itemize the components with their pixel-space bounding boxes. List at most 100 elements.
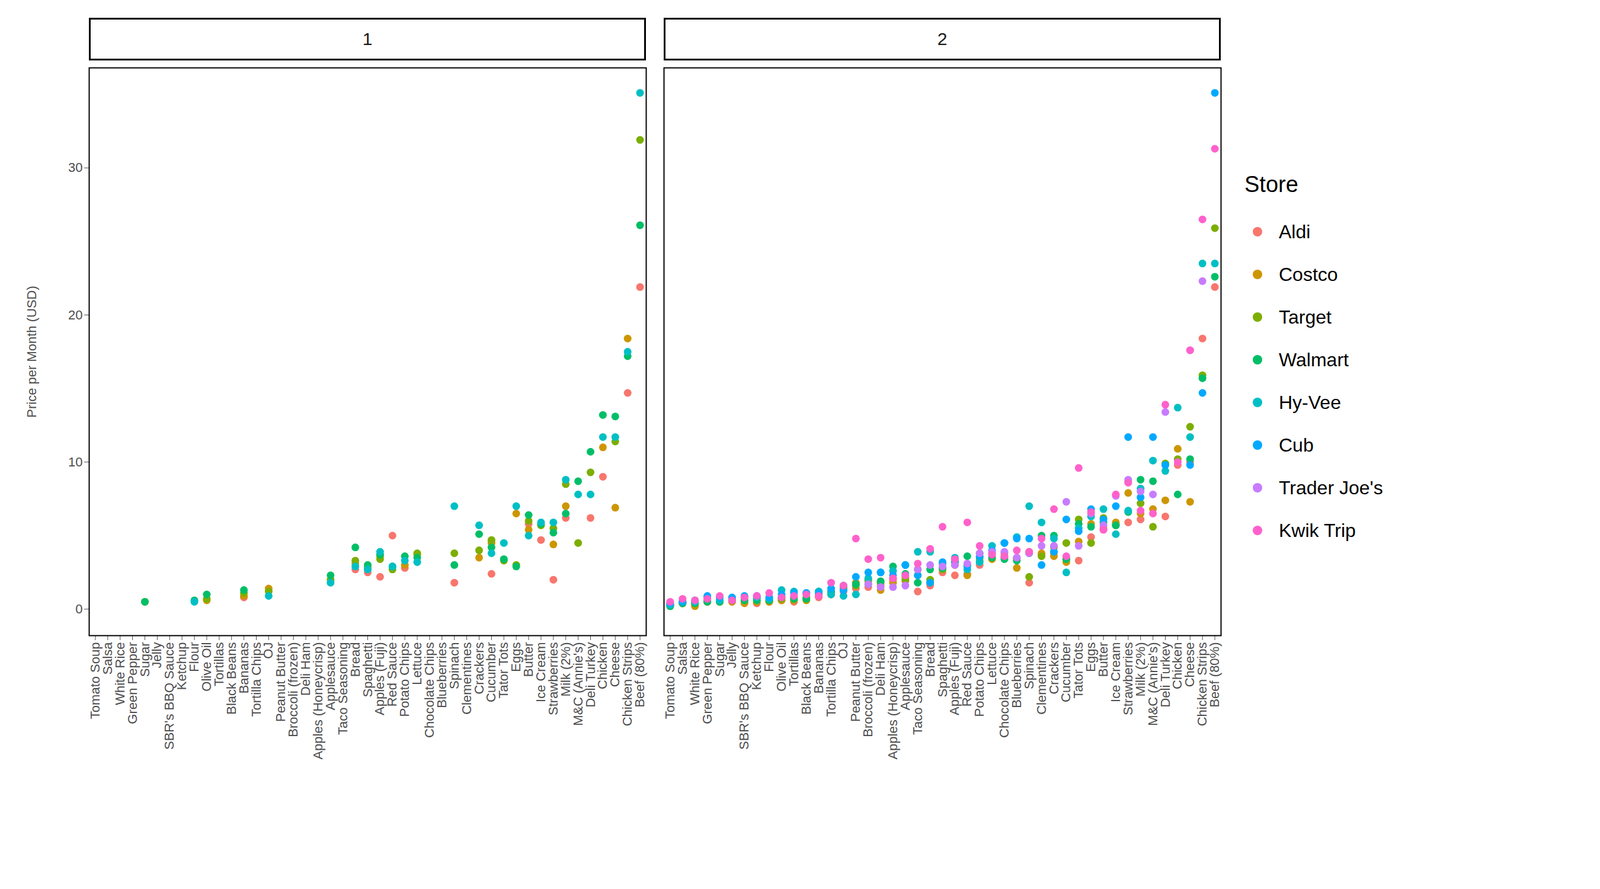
svg-text:White Rice: White Rice (687, 642, 703, 706)
svg-text:Green Pepper: Green Pepper (124, 642, 140, 724)
svg-text:Jelly: Jelly (724, 642, 740, 669)
svg-text:SBR's BBQ Sauce: SBR's BBQ Sauce (161, 642, 177, 750)
svg-text:Tortilla Chips: Tortilla Chips (823, 642, 839, 717)
svg-text:Chocolate Chips: Chocolate Chips (996, 642, 1012, 738)
svg-text:30: 30 (68, 160, 83, 175)
svg-text:Lettuce: Lettuce (984, 642, 1000, 685)
svg-text:Olive Oil: Olive Oil (773, 642, 789, 692)
svg-text:Chicken Strips: Chicken Strips (1194, 642, 1210, 727)
html-text:Walmart: Walmart (1278, 348, 1349, 371)
svg-text:Beef (80%): Beef (80%) (1207, 642, 1222, 708)
svg-text:Applesauce: Applesauce (322, 642, 338, 711)
svg-text:Olive Oil: Olive Oil (199, 642, 214, 692)
html-text:Store: Store (1244, 171, 1299, 197)
svg-text:Strawberries: Strawberries (545, 642, 561, 716)
html-text:Target: Target (1278, 306, 1332, 328)
svg-text:Cucumber: Cucumber (483, 642, 499, 703)
html-text:Hy-Vee: Hy-Vee (1278, 391, 1341, 413)
svg-text:Eggs: Eggs (508, 642, 524, 672)
svg-text:Bread: Bread (347, 642, 363, 677)
svg-text:Cucumber: Cucumber (1058, 642, 1074, 703)
svg-text:Bananas: Bananas (236, 642, 252, 694)
svg-text:Price per Month (USD): Price per Month (USD) (24, 285, 40, 418)
svg-text:Deli Ham: Deli Ham (872, 642, 888, 696)
svg-text:0: 0 (75, 601, 83, 617)
html-text:Aldi: Aldi (1278, 220, 1311, 243)
svg-text:Applesauce: Applesauce (897, 642, 913, 711)
svg-text:Peanut Butter: Peanut Butter (273, 642, 289, 722)
svg-text:Crackers: Crackers (1046, 642, 1062, 695)
svg-text:Jelly: Jelly (149, 642, 165, 669)
svg-text:Spaghetti: Spaghetti (360, 642, 375, 698)
svg-text:Flour: Flour (761, 642, 777, 672)
svg-text:Apples (Fuji): Apples (Fuji) (947, 642, 963, 716)
svg-text:OJ: OJ (260, 642, 276, 659)
svg-text:Tomato Soup: Tomato Soup (662, 642, 678, 719)
svg-text:Milk (2%): Milk (2%) (558, 642, 573, 697)
svg-text:Broccoli (frozen): Broccoli (frozen) (860, 642, 876, 738)
svg-text:Black Beans: Black Beans (223, 642, 239, 715)
svg-text:Chocolate Chips: Chocolate Chips (421, 642, 437, 738)
svg-text:Apples (Honeycrisp): Apples (Honeycrisp) (885, 642, 901, 760)
svg-text:Deli Turkey: Deli Turkey (1157, 642, 1173, 708)
svg-text:Cheese: Cheese (1182, 642, 1198, 687)
svg-text:20: 20 (68, 306, 83, 322)
html-text:Trader Joe's: Trader Joe's (1278, 476, 1383, 499)
svg-text:10: 10 (68, 454, 83, 470)
svg-text:Ketchup: Ketchup (749, 642, 764, 690)
svg-text:Bananas: Bananas (811, 642, 826, 694)
svg-text:Salsa: Salsa (674, 642, 690, 675)
svg-text:Sugar: Sugar (712, 642, 727, 677)
svg-text:White Rice: White Rice (112, 642, 128, 706)
svg-text:Tortilla Chips: Tortilla Chips (248, 642, 264, 717)
svg-text:Ketchup: Ketchup (174, 642, 190, 690)
svg-text:Salsa: Salsa (100, 642, 115, 675)
svg-text:Bread: Bread (922, 642, 938, 677)
svg-text:Tortillas: Tortillas (211, 642, 227, 687)
svg-text:Clementines: Clementines (1033, 642, 1049, 715)
svg-text:Lettuce: Lettuce (409, 642, 425, 685)
svg-text:Ice Cream: Ice Cream (533, 642, 549, 703)
svg-text:Crackers: Crackers (471, 642, 487, 695)
svg-text:Deli Ham: Deli Ham (298, 642, 313, 696)
svg-text:Potato Chips: Potato Chips (397, 642, 412, 717)
svg-text:Clementines: Clementines (459, 642, 474, 715)
svg-text:Blueberries: Blueberries (434, 642, 450, 709)
svg-text:OJ: OJ (835, 642, 851, 659)
svg-text:Beef (80%): Beef (80%) (632, 642, 648, 708)
svg-text:Chicken: Chicken (595, 642, 611, 690)
svg-text:Green Pepper: Green Pepper (699, 642, 715, 724)
svg-text:Spaghetti: Spaghetti (934, 642, 950, 698)
svg-text:Tator Tots: Tator Tots (1070, 642, 1086, 699)
svg-text:Apples (Fuji): Apples (Fuji) (372, 642, 388, 716)
svg-text:M&C (Annie's): M&C (Annie's) (570, 642, 586, 726)
svg-text:Flour: Flour (186, 642, 202, 672)
svg-text:Chicken Strips: Chicken Strips (619, 642, 635, 727)
svg-text:Black Beans: Black Beans (798, 642, 814, 715)
svg-text:Apples (Honeycrisp): Apples (Honeycrisp) (310, 642, 326, 760)
svg-text:Tator Tots: Tator Tots (496, 642, 511, 699)
svg-text:Spinach: Spinach (1021, 642, 1037, 690)
svg-text:M&C (Annie's): M&C (Annie's) (1145, 642, 1161, 726)
svg-text:Tomato Soup: Tomato Soup (87, 642, 103, 719)
svg-text:Broccoli (frozen): Broccoli (frozen) (285, 642, 301, 738)
html-text:Costco: Costco (1278, 263, 1338, 285)
html-text:Kwik Trip: Kwik Trip (1278, 519, 1356, 541)
svg-text:Red Sauce: Red Sauce (384, 642, 400, 707)
svg-text:Eggs: Eggs (1083, 642, 1099, 672)
svg-text:Taco Seasoning: Taco Seasoning (335, 642, 351, 735)
svg-text:Butter: Butter (520, 642, 536, 677)
svg-text:Peanut Butter: Peanut Butter (848, 642, 863, 722)
svg-text:Spinach: Spinach (446, 642, 462, 690)
svg-text:Milk (2%): Milk (2%) (1132, 642, 1148, 697)
svg-text:Cheese: Cheese (607, 642, 623, 687)
svg-text:SBR's BBQ Sauce: SBR's BBQ Sauce (736, 642, 752, 750)
svg-text:Butter: Butter (1095, 642, 1111, 677)
html-text:Cub: Cub (1278, 434, 1314, 456)
svg-text:Sugar: Sugar (137, 642, 152, 677)
svg-text:Strawberries: Strawberries (1120, 642, 1136, 716)
svg-text:Red Sauce: Red Sauce (959, 642, 975, 707)
svg-text:Deli Turkey: Deli Turkey (582, 642, 598, 708)
svg-text:Tortillas: Tortillas (786, 642, 802, 687)
svg-text:Potato Chips: Potato Chips (971, 642, 987, 717)
